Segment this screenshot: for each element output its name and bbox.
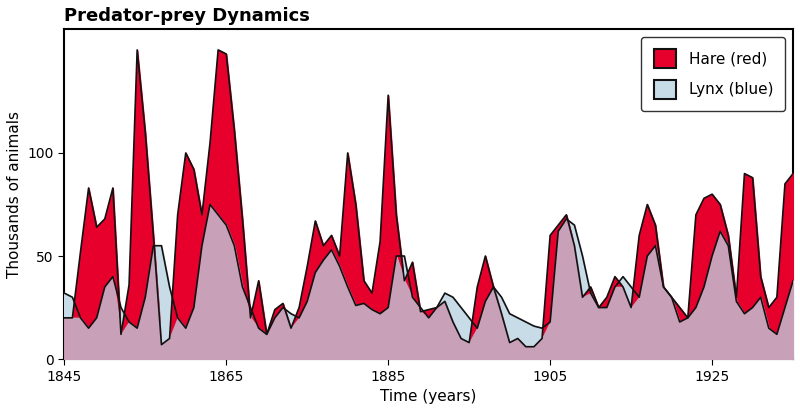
Y-axis label: Thousands of animals: Thousands of animals [7,111,22,278]
X-axis label: Time (years): Time (years) [381,389,477,404]
Text: Predator-prey Dynamics: Predator-prey Dynamics [64,7,310,25]
Legend: Hare (red), Lynx (blue): Hare (red), Lynx (blue) [642,37,786,111]
